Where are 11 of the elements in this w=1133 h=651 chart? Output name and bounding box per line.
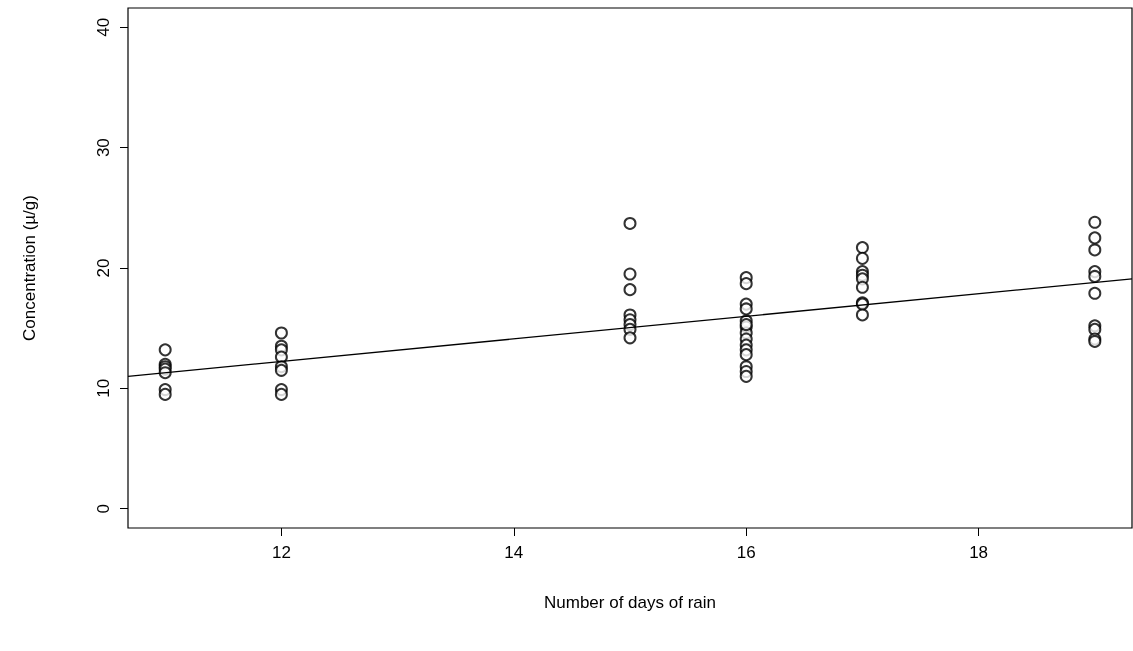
- y-tick-label: 20: [94, 258, 113, 278]
- y-tick-label: 0: [94, 504, 113, 514]
- y-tick-label: 40: [94, 17, 113, 37]
- x-tick-label: 16: [736, 543, 756, 562]
- x-axis-title: Number of days of rain: [544, 593, 716, 612]
- x-tick-label: 12: [271, 543, 291, 562]
- x-tick-label: 18: [969, 543, 989, 562]
- y-tick-label: 10: [94, 378, 113, 398]
- y-tick-label: 30: [94, 138, 113, 158]
- y-axis-title: Concentration (µ/g): [20, 195, 39, 341]
- x-tick-label: 14: [504, 543, 524, 562]
